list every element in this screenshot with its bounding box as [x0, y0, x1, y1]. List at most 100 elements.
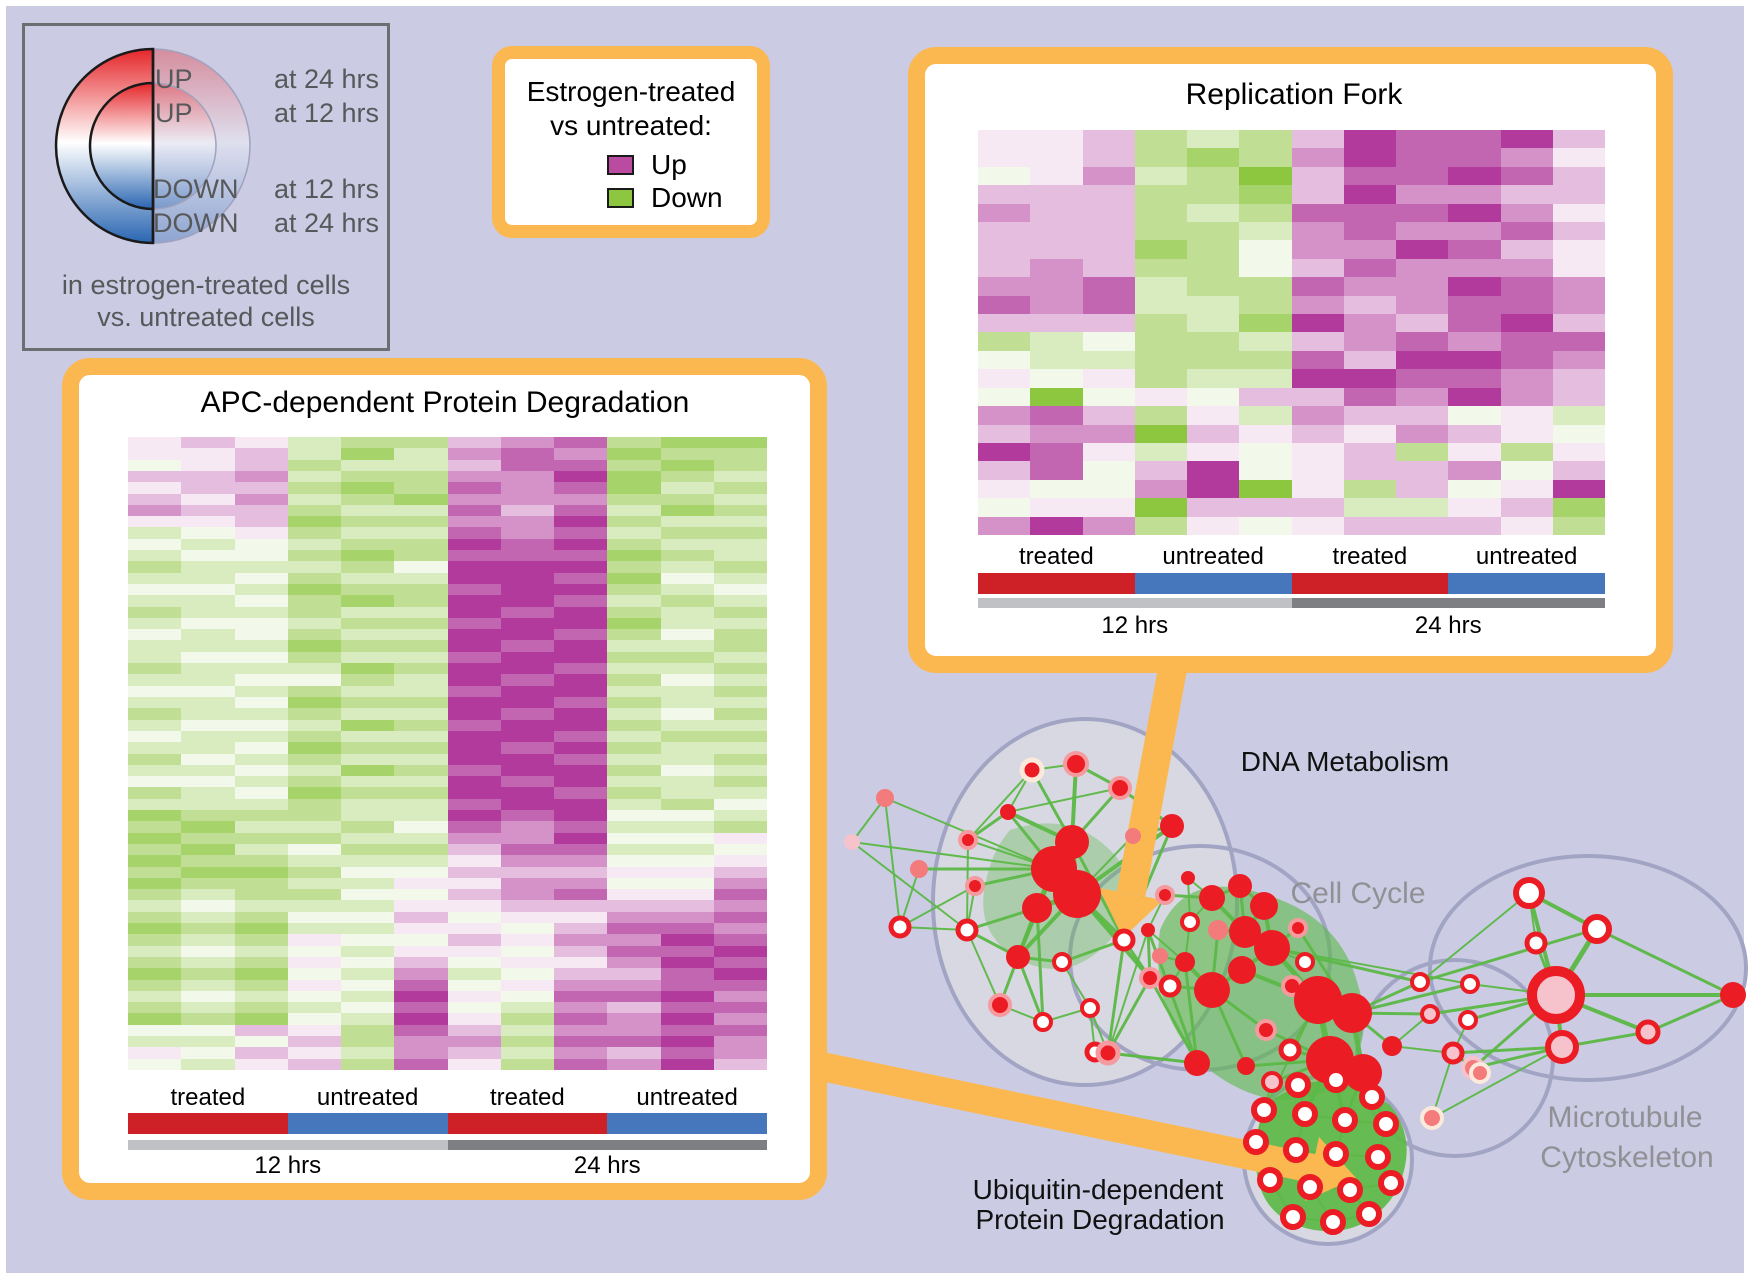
apc-heatmap-cell — [181, 866, 235, 878]
apc-heatmap-cell — [234, 617, 288, 630]
apc-heatmap-cell — [500, 663, 554, 675]
apc-heatmap-cell — [128, 595, 182, 607]
network-node — [965, 876, 985, 896]
apc-heatmap-cell — [554, 1047, 608, 1059]
apc-heatmap-cell — [554, 572, 608, 584]
apc-heatmap-cell — [181, 448, 235, 460]
replication-heatmap-cell — [1291, 424, 1344, 443]
apc-heatmap-cell — [447, 979, 501, 991]
apc-heatmap-cell — [554, 832, 608, 844]
apc-heatmap-cell — [554, 810, 608, 822]
replication-time-bar — [978, 598, 1292, 608]
network-node — [1181, 871, 1195, 885]
apc-heatmap-cell — [341, 889, 395, 901]
apc-heatmap-cell — [341, 979, 395, 991]
replication-heatmap-cell — [1134, 314, 1187, 333]
apc-heatmap-cell — [713, 764, 767, 777]
network-node — [1257, 1167, 1283, 1193]
apc-heatmap-cell — [287, 742, 341, 754]
apc-heatmap-cell — [341, 945, 395, 957]
apc-heatmap-cell — [287, 990, 341, 1003]
replication-heatmap-cell — [978, 240, 1031, 259]
apc-heatmap-cell — [447, 832, 501, 844]
replication-heatmap-cell — [1396, 406, 1449, 425]
replication-heatmap-cell — [1343, 314, 1396, 333]
replication-heatmap-cell — [1082, 369, 1135, 388]
replication-heatmap-cell — [1552, 442, 1605, 462]
apc-heatmap-cell — [447, 945, 501, 957]
apc-heatmap-cell — [660, 798, 714, 811]
replication-heatmap-cell — [1187, 498, 1240, 517]
replication-heatmap-cell — [1343, 424, 1396, 443]
apc-heatmap-cell — [660, 956, 714, 969]
replication-heatmap-cell — [1082, 314, 1135, 333]
replication-heatmap-cell — [1239, 406, 1292, 425]
apc-heatmap-cell — [500, 629, 554, 641]
apc-heatmap-cell — [607, 753, 661, 765]
network-node — [1288, 918, 1308, 938]
replication-heatmap-cell — [978, 295, 1031, 315]
replication-heatmap-cell — [1396, 424, 1449, 443]
apc-heatmap-cell — [660, 945, 714, 957]
replication-heatmap-cell — [1134, 442, 1187, 462]
apc-heatmap-cell — [607, 968, 661, 980]
apc-heatmap-cell — [394, 900, 448, 912]
apc-heatmap-cell — [394, 889, 448, 901]
replication-group-label: untreated — [1162, 543, 1264, 570]
network-node — [1141, 923, 1155, 937]
replication-heatmap-cell — [1187, 222, 1240, 241]
replication-heatmap-cell — [1291, 387, 1344, 407]
apc-heatmap-cell — [234, 764, 288, 777]
apc-heatmap-cell — [713, 708, 767, 720]
replication-heatmap-cell — [1552, 203, 1605, 223]
apc-heatmap-cell — [447, 798, 501, 811]
apc-heatmap-cell — [287, 968, 341, 980]
apc-heatmap-cell — [128, 538, 182, 551]
apc-heatmap-cell — [287, 696, 341, 709]
apc-heatmap-cell — [128, 764, 182, 777]
replication-heatmap-cell — [978, 148, 1031, 167]
estrogen-legend-title-line2: vs untreated: — [550, 110, 712, 141]
replication-heatmap-cell — [1343, 222, 1396, 241]
apc-heatmap-cell — [394, 956, 448, 969]
apc-heatmap-cell — [128, 956, 182, 969]
apc-heatmap-cell — [181, 945, 235, 957]
replication-heatmap-cell — [1134, 258, 1187, 278]
apc-heatmap-cell — [287, 855, 341, 867]
network-label: Cytoskeleton — [1540, 1141, 1714, 1174]
apc-heatmap-cell — [554, 448, 608, 460]
replication-heatmap-cell — [1082, 240, 1135, 259]
apc-heatmap-cell — [500, 583, 554, 596]
apc-heatmap-cell — [394, 617, 448, 630]
replication-heatmap-cell — [1134, 369, 1187, 388]
replication-heatmap-cell — [1500, 203, 1553, 223]
network-node — [1410, 972, 1430, 992]
apc-heatmap-cell — [287, 527, 341, 539]
apc-heatmap-cell — [128, 889, 182, 901]
replication-heatmap-cell — [978, 369, 1031, 388]
apc-heatmap-cell — [128, 482, 182, 494]
network-edge — [1431, 1046, 1563, 1119]
apc-heatmap-cell — [447, 595, 501, 607]
replication-treated-bar — [978, 573, 1135, 594]
network-node — [1229, 916, 1261, 948]
apc-heatmap-cell — [500, 945, 554, 957]
network-node — [1378, 1170, 1404, 1196]
network-node — [1513, 877, 1545, 909]
replication-heatmap-cell — [1500, 442, 1553, 462]
apc-heatmap-cell — [500, 979, 554, 991]
apc-heatmap-cell — [181, 798, 235, 811]
apc-heatmap-cell — [500, 787, 554, 799]
replication-heatmap-cell — [1239, 424, 1292, 443]
apc-heatmap-cell — [607, 493, 661, 505]
apc-heatmap-cell — [713, 538, 767, 551]
apc-heatmap-cell — [554, 470, 608, 483]
apc-heatmap-cell — [181, 821, 235, 833]
apc-heatmap-cell — [500, 810, 554, 822]
legend-up-24-word: UP — [155, 64, 193, 94]
network-label: Protein Degradation — [975, 1204, 1225, 1235]
apc-heatmap-cell — [394, 550, 448, 562]
apc-heatmap-cell — [287, 459, 341, 471]
apc-heatmap-cell — [447, 651, 501, 664]
apc-heatmap-cell — [341, 550, 395, 562]
